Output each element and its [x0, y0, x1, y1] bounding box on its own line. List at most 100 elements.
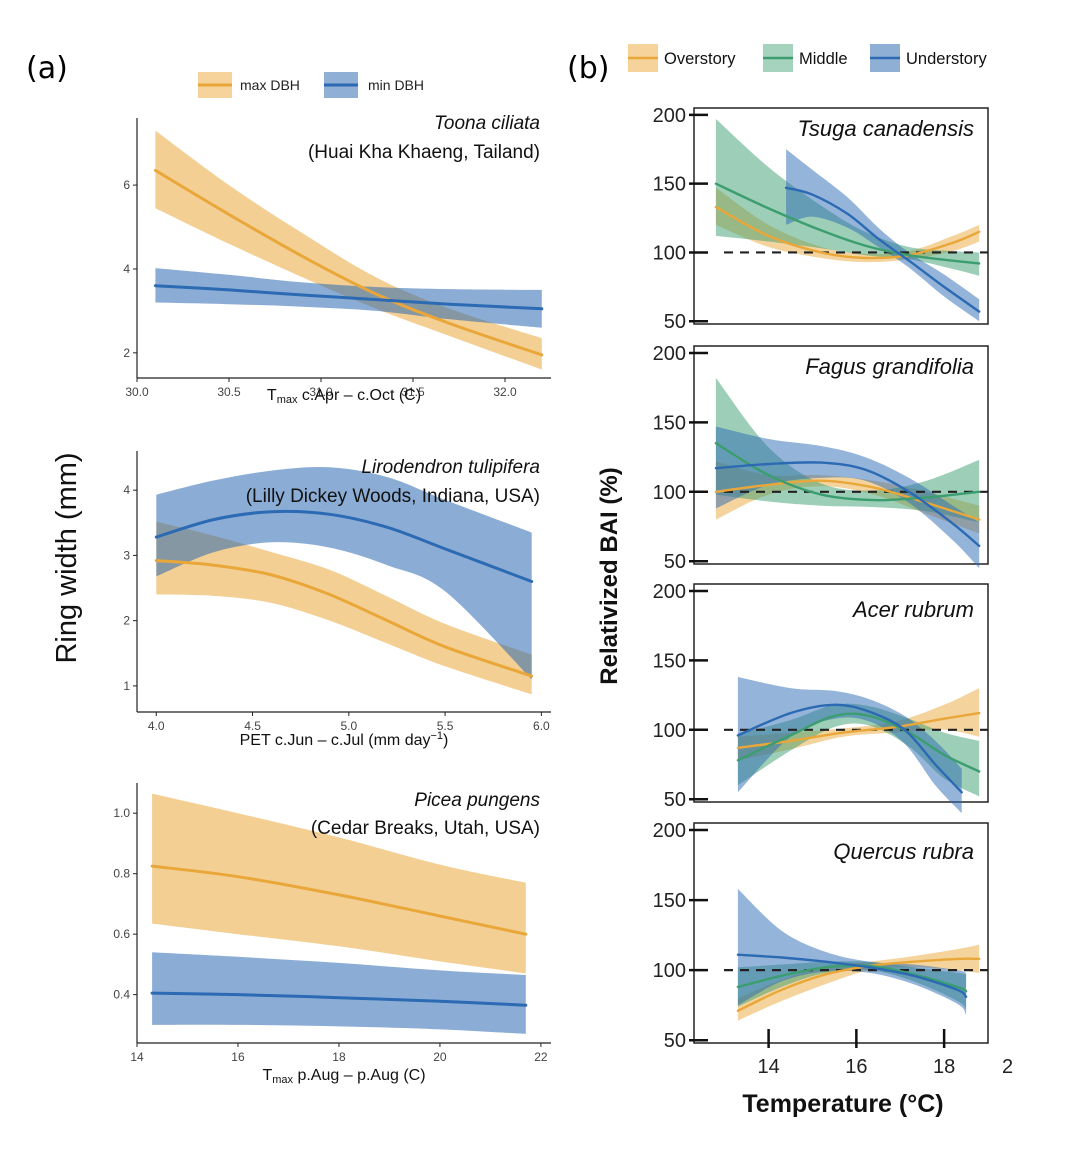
y-tick-label: 0.4 — [113, 988, 130, 1002]
x-tick-label: 18 — [332, 1050, 346, 1064]
species-label: Acer rubrum — [851, 597, 974, 622]
x-tick-label: 32.0 — [493, 385, 517, 399]
x-tick-label: 5.5 — [437, 719, 454, 733]
line-max-dbh — [150, 864, 528, 936]
x-axis-label: PET c.Jun – c.Jul (mm day−1) — [240, 730, 449, 749]
x-tick-label: 14 — [757, 1056, 779, 1078]
legend-a-label-min-dbh: min DBH — [368, 77, 424, 93]
x-tick-label: 14 — [130, 1050, 144, 1064]
x-axis-label: Tmax c.Apr – c.Oct (C) — [267, 387, 421, 406]
line-overstory — [714, 205, 981, 260]
y-tick-label: 200 — [653, 105, 686, 127]
band-middle — [715, 119, 980, 276]
y-tick-label: 2 — [123, 346, 130, 360]
line-middle — [736, 964, 968, 993]
clipped-tick-label: 2 — [1002, 1056, 1013, 1078]
y-tick-label: 150 — [653, 650, 686, 672]
y-tick-label: 100 — [653, 960, 686, 982]
chart-lirodendron-tulipifera: 1 2 3 4 4.0 4.5 5.0 5.5 6.0 PET c.Jun – c.Jul (mm… — [123, 451, 551, 749]
chart-acer-rubrum: 50 100 150 200 Acer rubrum — [653, 581, 989, 814]
band-overstory — [715, 187, 980, 263]
chart-quercus-rubra: 50 100 150 200 14 16 18 Quercus rubra — [653, 820, 989, 1078]
line-max-dbh — [154, 559, 534, 678]
y-tick-label: 200 — [653, 820, 686, 842]
species-label: Lirodendron tulipifera — [361, 457, 540, 478]
site-label: (Huai Kha Khaeng, Tailand) — [308, 142, 540, 163]
charts: 2 4 6 30.0 30.5 31.0 31.5 32.0 Tmax c.Apr – c.Oc… — [113, 105, 1013, 1086]
line-overstory — [736, 711, 981, 749]
y-tick-label: 200 — [653, 581, 686, 603]
site-label: (Cedar Breaks, Utah, USA) — [311, 818, 540, 839]
chart-picea-pungens: 0.4 0.6 0.8 1.0 14 16 18 20 22 Tmax p.Aug – p.Aug… — [113, 783, 551, 1086]
y-tick-label: 4 — [123, 262, 130, 276]
y-tick-label: 6 — [123, 178, 130, 192]
x-tick-label: 18 — [933, 1056, 955, 1078]
band-understory — [715, 426, 980, 569]
plot-frame — [693, 345, 989, 565]
band-min-dbh — [156, 467, 532, 680]
y-tick-label: 2 — [123, 614, 130, 628]
band-max-dbh — [152, 793, 526, 974]
line-overstory — [714, 479, 981, 521]
x-tick-label: 5.0 — [340, 719, 357, 733]
x-tick-label: 22 — [534, 1050, 548, 1064]
x-tick-label: 20 — [433, 1050, 447, 1064]
x-tick-label: 6.0 — [533, 719, 550, 733]
line-understory — [784, 186, 981, 313]
band-overstory — [737, 944, 980, 1021]
y-axis-label-b: Relativized BAI (%) — [596, 467, 623, 684]
y-tick-label: 200 — [653, 343, 686, 365]
y-tick-label: 3 — [123, 548, 130, 562]
plot-frame — [693, 822, 989, 1044]
species-label: Picea pungens — [414, 790, 540, 811]
y-tick-label: 100 — [653, 482, 686, 504]
panel-b-label: (b) — [567, 51, 609, 86]
band-min-dbh — [152, 952, 526, 1034]
x-tick-label: 31.0 — [309, 385, 333, 399]
legend-b-label-middle: Middle — [799, 50, 848, 68]
x-tick-label: 16 — [231, 1050, 245, 1064]
line-middle — [714, 442, 981, 502]
x-tick-label: 4.5 — [244, 719, 261, 733]
species-label: Tsuga canadensis — [797, 116, 974, 141]
chart-fagus-grandifolia: 50 100 150 200 Fagus grandifolia — [653, 343, 989, 573]
y-tick-label: 50 — [664, 1030, 686, 1052]
plot-frame — [693, 583, 989, 803]
x-tick-label: 30.5 — [217, 385, 241, 399]
line-middle — [736, 712, 981, 773]
x-tick-label: 31.5 — [401, 385, 425, 399]
line-understory — [714, 461, 981, 548]
line-understory — [736, 953, 968, 998]
y-tick-label: 100 — [653, 720, 686, 742]
y-tick-label: 0.6 — [113, 927, 130, 941]
legend-b-label-understory: Understory — [906, 50, 987, 68]
band-understory — [737, 888, 967, 1015]
x-axis-label: Tmax p.Aug – p.Aug (C) — [262, 1067, 425, 1086]
y-axis-label-a: Ring width (mm) — [51, 452, 83, 663]
y-tick-label: 150 — [653, 174, 686, 196]
species-label: Fagus grandifolia — [805, 354, 974, 379]
x-tick-label: 16 — [845, 1056, 867, 1078]
y-tick-label: 4 — [123, 483, 130, 497]
y-tick-label: 50 — [664, 311, 686, 333]
y-tick-label: 50 — [664, 789, 686, 811]
plot-frame — [693, 107, 989, 325]
line-min-dbh — [153, 284, 544, 311]
legend-b: Overstory Middle Understory — [628, 44, 987, 72]
legend-a-label-max-dbh: max DBH — [240, 77, 300, 93]
y-tick-label: 0.8 — [113, 867, 130, 881]
line-min-dbh — [154, 509, 534, 583]
y-tick-label: 150 — [653, 890, 686, 912]
panel-a-label: (a) — [26, 51, 68, 86]
x-axis-label-b: Temperature (°C) — [742, 1090, 943, 1118]
band-max-dbh — [155, 130, 542, 370]
y-tick-label: 50 — [664, 551, 686, 573]
x-tick-label: 30.0 — [125, 385, 149, 399]
line-understory — [736, 703, 963, 794]
legend-a: max DBH min DBH — [198, 72, 424, 98]
line-min-dbh — [150, 991, 528, 1007]
legend-b-label-overstory: Overstory — [664, 50, 736, 68]
y-tick-label: 150 — [653, 412, 686, 434]
species-label: Toona ciliata — [434, 113, 540, 134]
